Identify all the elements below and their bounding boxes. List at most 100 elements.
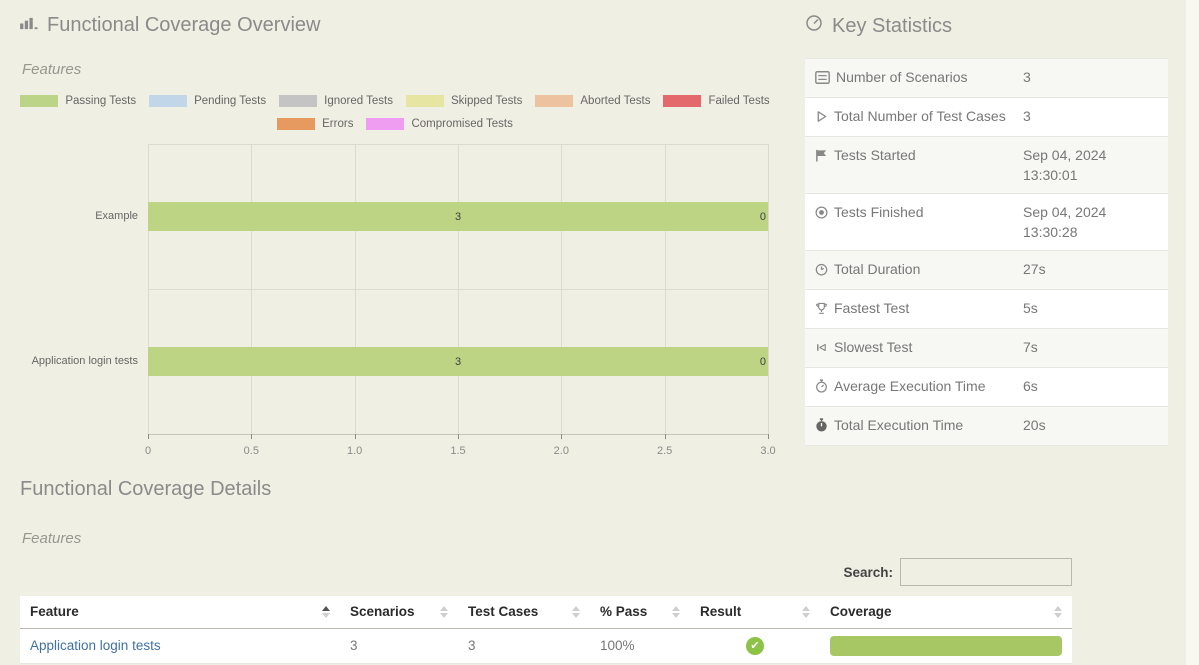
column-header-label: Test Cases — [468, 604, 539, 620]
sort-desc-icon — [322, 613, 330, 619]
stat-row-fastest-test: Fastest Test 5s — [805, 290, 1168, 329]
stat-value: Sep 04, 2024 13:30:01 — [1023, 147, 1107, 183]
legend-item: Aborted Tests — [535, 95, 650, 107]
sort-desc-icon — [802, 613, 810, 619]
column-header--pass[interactable]: % Pass — [590, 596, 690, 629]
legend-swatch-icon — [279, 95, 318, 107]
axis-tick — [354, 434, 356, 439]
column-header-label: Result — [700, 604, 742, 620]
stat-row-average-execution-time: Average Execution Time 6s — [805, 368, 1168, 407]
stat-value: 20s — [1023, 417, 1046, 433]
stat-label-text: Total Number of Test Cases — [834, 108, 1006, 124]
stat-label-text: Tests Finished — [834, 204, 924, 220]
table-row: Application login tests 3 3 100% ✔ — [20, 628, 1072, 664]
stat-label-text: Slowest Test — [834, 339, 913, 355]
key-statistics-section: Key Statistics Number of Scenarios 3 Total… — [805, 14, 1168, 446]
bar-value-label: 3 — [454, 355, 462, 368]
legend-swatch-icon — [149, 95, 188, 107]
bar-end-label: 0 — [759, 210, 766, 223]
column-header-scenarios[interactable]: Scenarios — [340, 596, 458, 629]
sort-icon[interactable] — [672, 606, 680, 619]
details-title: Functional Coverage Details — [20, 478, 272, 500]
axis-tick — [768, 434, 769, 439]
legend-label: Passing Tests — [65, 95, 137, 107]
page-right-gutter — [1186, 0, 1199, 665]
axis-tick — [148, 434, 149, 439]
search-area: Search: — [843, 558, 1072, 586]
list-card-icon — [815, 69, 830, 89]
stat-row-slowest-test: Slowest Test 7s — [805, 329, 1168, 368]
record-circle-icon — [815, 204, 828, 224]
play-icon — [815, 108, 828, 128]
stat-value: Sep 04, 2024 13:30:28 — [1023, 204, 1107, 240]
stat-value: 7s — [1023, 339, 1038, 355]
stopwatch-icon — [815, 378, 828, 398]
search-label: Search: — [843, 564, 893, 580]
scenarios-cell: 3 — [340, 628, 458, 664]
legend-item: Skipped Tests — [405, 95, 522, 107]
sort-icon[interactable] — [322, 606, 330, 619]
stat-label-text: Total Execution Time — [834, 417, 964, 433]
feature-link[interactable]: Application login tests — [30, 638, 161, 653]
legend-label: Failed Tests — [708, 95, 770, 107]
axis-tick — [458, 434, 459, 439]
stat-label-text: Total Duration — [834, 261, 921, 277]
axis-tick — [561, 434, 563, 439]
sort-icon[interactable] — [1054, 606, 1062, 619]
legend-swatch-icon — [405, 95, 444, 107]
details-subtitle: Features — [22, 530, 82, 547]
sort-desc-icon — [672, 613, 680, 619]
overview-title: Functional Coverage Overview — [20, 14, 770, 37]
key-statistics-title: Key Statistics — [805, 14, 1168, 38]
sort-icon[interactable] — [572, 606, 580, 619]
stat-label: Total Number of Test Cases — [815, 106, 1015, 128]
sort-asc-icon — [1054, 606, 1062, 612]
sort-icon[interactable] — [802, 606, 810, 619]
legend-label: Aborted Tests — [580, 95, 651, 107]
stat-label-text: Average Execution Time — [834, 378, 986, 394]
x-tick-label: 2.5 — [657, 445, 673, 457]
stat-label: Tests Started — [815, 145, 1015, 185]
stat-label-text: Fastest Test — [834, 300, 910, 316]
legend-item: Compromised Tests — [366, 118, 513, 130]
stat-row-tests-started: Tests Started Sep 04, 2024 13:30:01 — [805, 137, 1168, 194]
stat-value: 27s — [1023, 261, 1046, 277]
overview-title-text: Functional Coverage Overview — [47, 14, 321, 36]
result-cell: ✔ — [690, 628, 820, 664]
bar-value-label: 3 — [454, 210, 462, 223]
stat-row-number-of-scenarios: Number of Scenarios 3 — [805, 59, 1168, 98]
stat-label: Total Duration — [815, 259, 1015, 281]
axis-tick — [251, 434, 253, 439]
details-table-body: Application login tests 3 3 100% ✔ — [20, 628, 1072, 664]
legend-item: Pending Tests — [149, 95, 266, 107]
column-header-feature[interactable]: Feature — [20, 596, 340, 629]
column-header-label: Coverage — [830, 604, 892, 620]
stat-row-tests-finished: Tests Finished Sep 04, 2024 13:30:28 — [805, 194, 1168, 251]
sort-asc-icon — [802, 606, 810, 612]
legend-label: Ignored Tests — [324, 95, 393, 107]
legend-swatch-icon — [20, 95, 59, 107]
stat-label-text: Number of Scenarios — [836, 69, 968, 85]
column-header-test-cases[interactable]: Test Cases — [458, 596, 590, 629]
sort-icon[interactable] — [440, 606, 448, 619]
pct-pass-cell: 100% — [590, 628, 690, 664]
stat-label: Average Execution Time — [815, 376, 1015, 398]
bar-end-label: 0 — [759, 355, 766, 368]
flag-icon — [815, 147, 828, 167]
sort-asc-icon — [672, 606, 680, 612]
x-tick-label: 0.5 — [243, 445, 259, 457]
search-input[interactable] — [900, 558, 1072, 586]
column-header-coverage[interactable]: Coverage — [820, 596, 1072, 629]
column-header-result[interactable]: Result — [690, 596, 820, 629]
gridline — [148, 289, 768, 290]
chart-legend-row-1: Passing Tests Pending Tests Ignored Tests S… — [20, 95, 770, 107]
legend-item: Passing Tests — [20, 95, 136, 107]
legend-item: Failed Tests — [663, 95, 770, 107]
functional-coverage-details-section: Functional Coverage Details Features Sea… — [20, 468, 1072, 664]
column-header-label: Feature — [30, 604, 79, 620]
stat-row-total-duration: Total Duration 27s — [805, 251, 1168, 290]
